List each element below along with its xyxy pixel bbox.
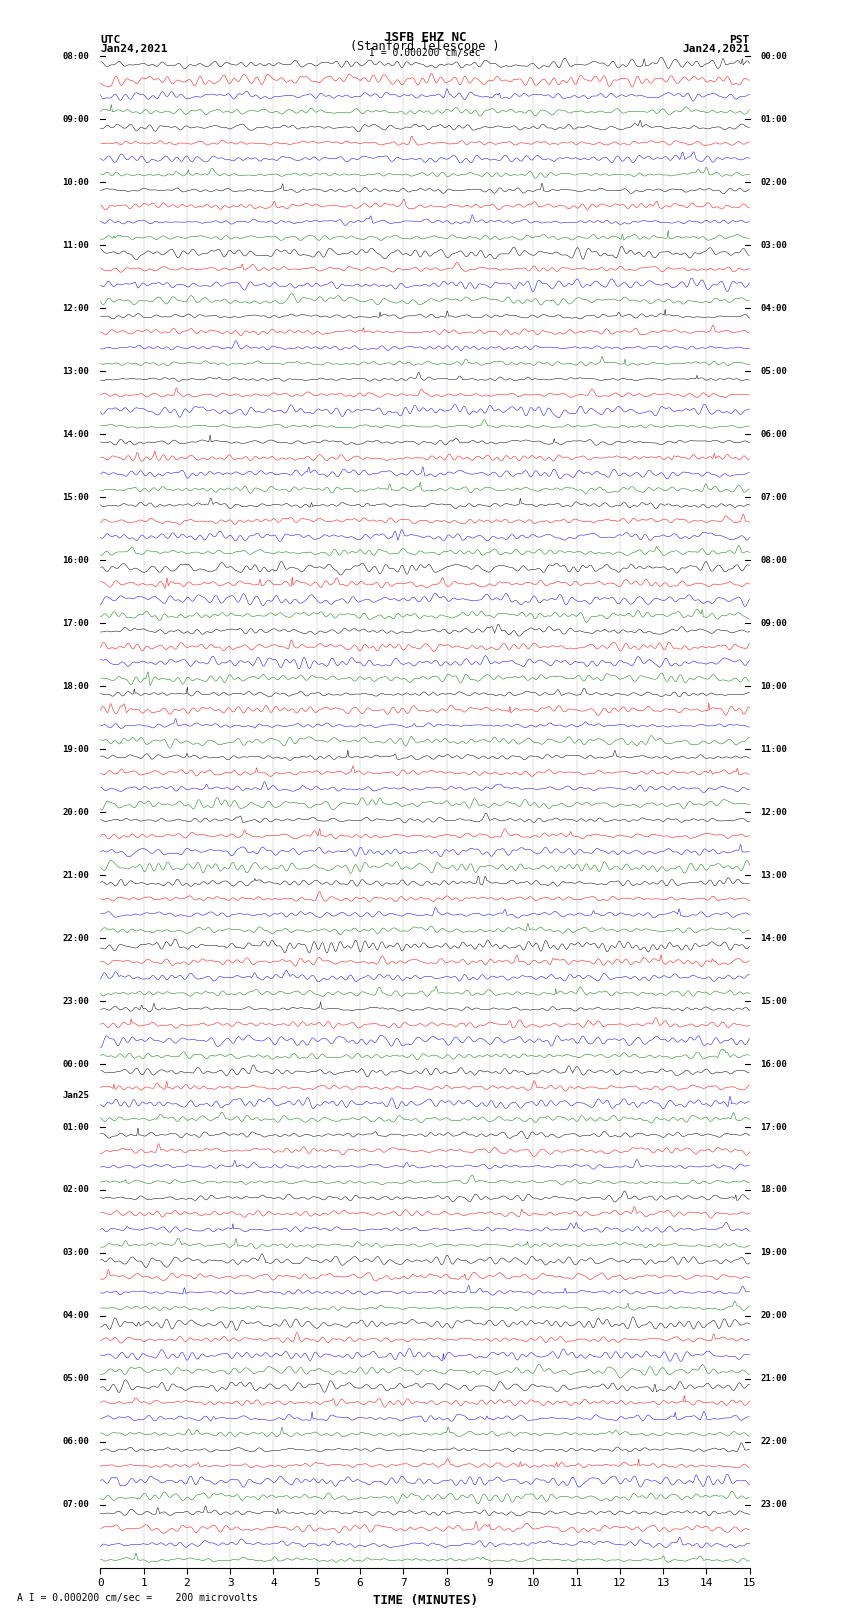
Text: 17:00: 17:00 [761,1123,787,1131]
Text: 11:00: 11:00 [761,745,787,753]
Text: 00:00: 00:00 [63,1060,89,1068]
Text: 16:00: 16:00 [761,1060,787,1068]
Text: 05:00: 05:00 [63,1374,89,1384]
Text: 05:00: 05:00 [761,366,787,376]
Text: 11:00: 11:00 [63,240,89,250]
Text: JSFB EHZ NC: JSFB EHZ NC [383,31,467,45]
Text: 19:00: 19:00 [761,1248,787,1258]
Text: 15:00: 15:00 [63,494,89,502]
Text: 09:00: 09:00 [63,115,89,124]
Text: 21:00: 21:00 [63,871,89,879]
Text: Jan25: Jan25 [63,1090,89,1100]
Text: 20:00: 20:00 [761,1311,787,1321]
Text: 03:00: 03:00 [63,1248,89,1258]
Text: 14:00: 14:00 [63,429,89,439]
Text: 22:00: 22:00 [63,934,89,942]
X-axis label: TIME (MINUTES): TIME (MINUTES) [372,1594,478,1607]
Text: 18:00: 18:00 [761,1186,787,1195]
Text: 06:00: 06:00 [761,429,787,439]
Text: 20:00: 20:00 [63,808,89,816]
Text: Jan24,2021: Jan24,2021 [683,44,750,53]
Text: 00:00: 00:00 [761,52,787,61]
Text: 21:00: 21:00 [761,1374,787,1384]
Text: 18:00: 18:00 [63,682,89,690]
Text: 08:00: 08:00 [63,52,89,61]
Text: 07:00: 07:00 [761,494,787,502]
Text: 01:00: 01:00 [761,115,787,124]
Text: 09:00: 09:00 [761,619,787,627]
Text: 02:00: 02:00 [63,1186,89,1195]
Text: 12:00: 12:00 [63,303,89,313]
Text: PST: PST [729,35,750,45]
Text: UTC: UTC [100,35,121,45]
Text: 22:00: 22:00 [761,1437,787,1447]
Text: 19:00: 19:00 [63,745,89,753]
Text: 15:00: 15:00 [761,997,787,1005]
Text: 23:00: 23:00 [63,997,89,1005]
Text: 23:00: 23:00 [761,1500,787,1510]
Text: A I = 0.000200 cm/sec =    200 microvolts: A I = 0.000200 cm/sec = 200 microvolts [17,1594,258,1603]
Text: 16:00: 16:00 [63,556,89,565]
Text: 03:00: 03:00 [761,240,787,250]
Text: 02:00: 02:00 [761,177,787,187]
Text: 04:00: 04:00 [761,303,787,313]
Text: 13:00: 13:00 [761,871,787,879]
Text: 17:00: 17:00 [63,619,89,627]
Text: 04:00: 04:00 [63,1311,89,1321]
Text: I = 0.000200 cm/sec: I = 0.000200 cm/sec [369,48,481,58]
Text: 10:00: 10:00 [63,177,89,187]
Text: 12:00: 12:00 [761,808,787,816]
Text: 06:00: 06:00 [63,1437,89,1447]
Text: Jan24,2021: Jan24,2021 [100,44,167,53]
Text: 08:00: 08:00 [761,556,787,565]
Text: 07:00: 07:00 [63,1500,89,1510]
Text: 14:00: 14:00 [761,934,787,942]
Text: 01:00: 01:00 [63,1123,89,1131]
Text: 10:00: 10:00 [761,682,787,690]
Text: (Stanford Telescope ): (Stanford Telescope ) [350,39,500,53]
Text: 13:00: 13:00 [63,366,89,376]
